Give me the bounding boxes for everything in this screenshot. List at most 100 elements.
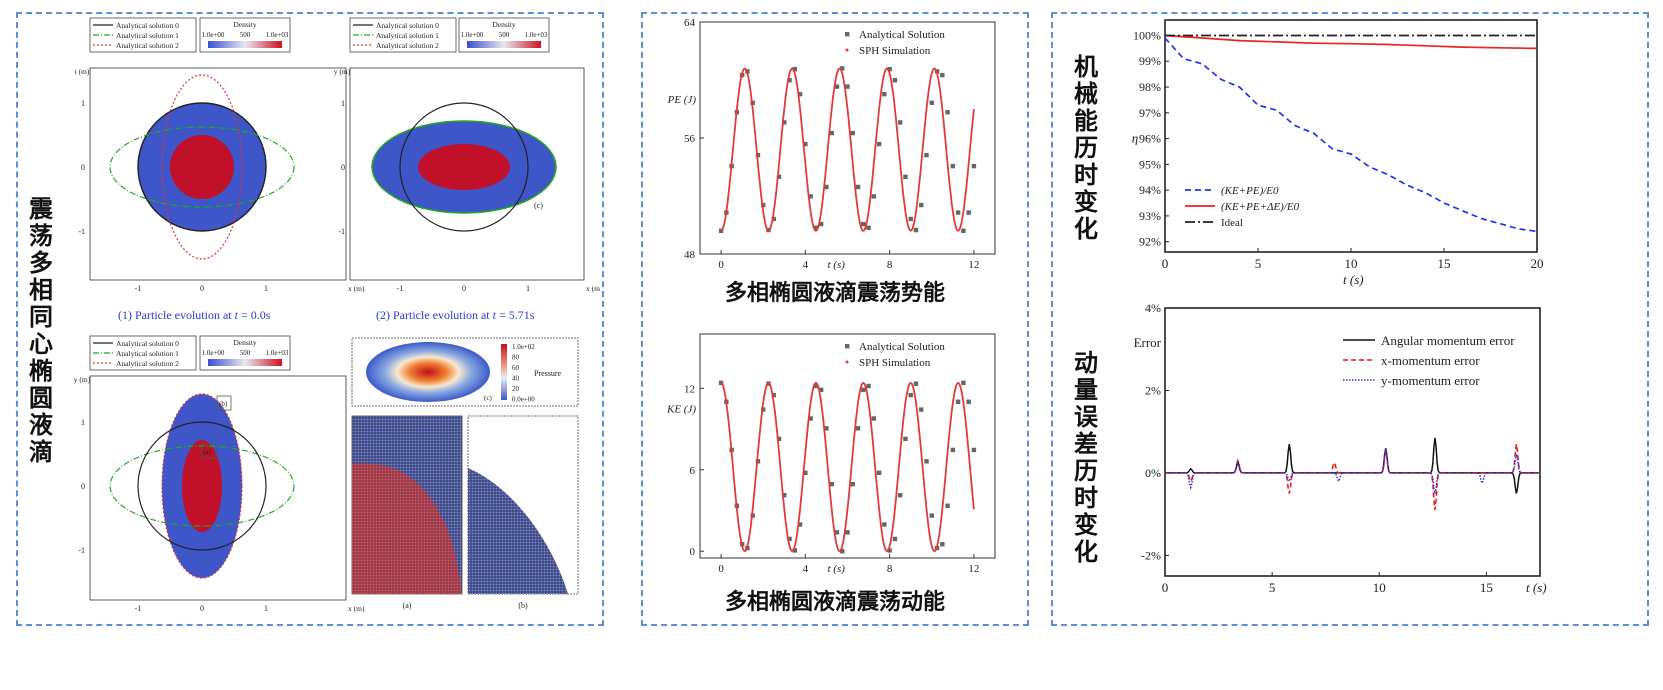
zoom-b-tag: (b) [518,601,528,610]
err-ytick-0: -2% [1141,548,1161,562]
analytical-legend-label-1: Analytical solution 1 [116,349,179,358]
pe-xtick-1: 4 [803,259,809,271]
density-colorbar-title: Density [492,20,516,29]
ke-analytic-point [792,548,798,553]
density-tick-2: 1.0e+03 [266,31,289,39]
ke-analytic-point [961,380,966,386]
ke-analytic-point [876,470,882,475]
fig2-ytick-1: 0 [341,163,345,172]
ke-ylabel: KE (J) [666,403,696,415]
caption-t0: (1) Particle evolution at t = 0.0s [118,308,270,323]
density-colorbar-gradient [208,41,282,48]
ke-analytic-point [771,392,776,398]
density-colorbar-title: Density [233,20,257,29]
ke-analytic-point [966,399,971,404]
analytical-legend-label-1: Analytical solution 1 [376,31,439,40]
fig1-ytick-2: -1 [78,227,85,236]
pe-ytick-2: 64 [684,18,696,29]
fig1-xtick-1: 0 [200,284,204,293]
pressure-tick-2: 60 [512,364,520,372]
pressure-tag: (c) [484,394,492,402]
pe-analytic-point [892,78,898,83]
fig2-xtick-2: 1 [526,284,530,293]
pe-ylabel: PE (J) [667,94,697,106]
caption-t0-suffix: = 0.0s [237,308,271,322]
ke-analytic-point [929,513,934,518]
ke-analytic-point [782,493,787,498]
density-tick-1: 500 [240,31,251,39]
pe-legend-label-0: Analytical Solution [859,29,945,41]
pressure-tick-0: 1.0e+02 [512,343,535,351]
err-series-line-2 [1165,448,1539,494]
pe-analytic-point [897,120,903,125]
fig1-yunit: t (m) [75,67,90,76]
fig1-analytical-2 [161,74,243,260]
err-frame [1164,307,1541,577]
pe-ytick-0: 48 [684,249,696,261]
eta-ytick-3: 95% [1139,157,1161,171]
pe-analytic-point [840,66,845,71]
eta-legend-label-2: Ideal [1221,217,1243,229]
pe-analytic-point [971,163,977,169]
analytical-legend-label-0: Analytical solution 0 [376,21,439,30]
caption-t571-var: t [492,308,496,322]
ke-frame [699,333,996,559]
caption-t0-prefix: (1) Particle evolution at [118,308,235,322]
zoom-b-blue-region [468,468,568,594]
pe-legend-marker-1 [845,48,849,52]
ke-analytic-point [818,387,824,393]
ke-analytic-point [855,426,861,431]
pressure-tick-4: 20 [512,385,520,393]
pe-analytic-point [808,194,813,199]
fig3-tag-a: (a) [203,448,211,456]
eta-xtick-0: 0 [1162,256,1169,271]
caption-t571-suffix: = 5.71s [495,308,535,322]
fig2-analytical-0 [399,102,529,232]
fig1-frame [89,67,347,281]
pe-xtick-0: 0 [718,259,724,271]
eta-series-line-1 [1164,34,1538,50]
ke-legend-marker-0 [845,344,850,349]
err-legend-label-1: x-momentum error [1381,353,1480,368]
fig3-xtick-0: -1 [135,604,142,613]
pe-ytick-1: 56 [684,133,696,145]
left-panel-title: 震荡多相同心椭圆液滴 [29,195,53,466]
pe-analytic-point [718,228,724,233]
pe-legend-label-1: SPH Simulation [859,45,931,57]
caption-t571: (2) Particle evolution at t = 5.71s [376,308,534,323]
pe-chart-title: 多相椭圆液滴震荡势能 [724,281,945,306]
pe-sph-line [720,67,975,232]
fig2-red-core [418,144,510,190]
ke-xtick-0: 0 [718,563,724,575]
pe-analytic-point [776,174,782,179]
pe-analytic-point [882,91,887,97]
fig3-xtick-2: 1 [264,604,268,613]
density-tick-1: 500 [240,349,251,357]
ke-xtick-2: 8 [887,563,893,575]
err-legend-label-2: y-momentum error [1381,373,1480,388]
err-ytick-1: 0% [1145,466,1161,480]
ke-legend-label-1: SPH Simulation [859,357,931,369]
pe-analytic-point [950,163,956,169]
eta-ytick-0: 92% [1139,235,1161,249]
ke-analytic-point [824,426,829,431]
ke-xtick-3: 12 [968,563,979,575]
ke-analytic-point [955,399,961,404]
pe-analytic-point [803,141,808,147]
fig3-ytick-1: 0 [81,482,85,491]
fig1-ytick-0: 1 [81,99,85,108]
fig2-tag-c: (c) [534,201,543,210]
panel-droplet-evolution [16,12,604,626]
pe-analytic-point [829,130,834,136]
ke-analytic-point [808,416,813,421]
fig2-frame [349,67,585,281]
ke-xtick-1: 4 [803,563,809,575]
err-legend-label-0: Angular momentum error [1381,333,1515,348]
eta-ytick-8: 100% [1133,28,1161,42]
density-tick-0: 1.0e+00 [461,31,484,39]
pe-analytic-point [924,152,929,158]
fig3-zoom-box-a [201,443,217,459]
fig3-zoom-box-b [216,395,232,411]
fig3-tag-b: (b) [219,400,228,408]
